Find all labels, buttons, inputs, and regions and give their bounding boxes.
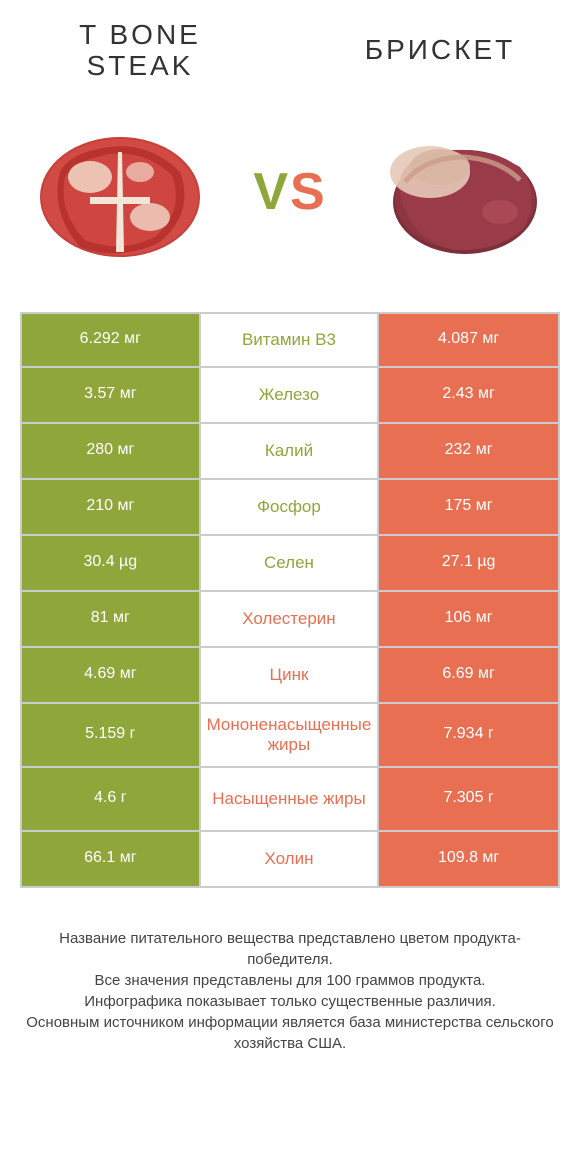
left-value: 280 мг [22, 424, 201, 478]
title-right: БРИСКЕТ [340, 35, 540, 66]
brisket-image [370, 112, 550, 272]
vs-label: VS [253, 162, 326, 222]
nutrient-label: Селен [201, 536, 380, 590]
title-left: T BONE STEAK [40, 20, 240, 82]
table-row: 280 мгКалий232 мг [22, 424, 558, 480]
nutrient-label: Железо [201, 368, 380, 422]
nutrient-label: Калий [201, 424, 380, 478]
right-value: 6.69 мг [379, 648, 558, 702]
tbone-image [30, 112, 210, 272]
table-row: 81 мгХолестерин106 мг [22, 592, 558, 648]
footer-line-2: Все значения представлены для 100 граммо… [20, 970, 560, 991]
left-value: 81 мг [22, 592, 201, 646]
images-row: VS [0, 92, 580, 312]
nutrient-label: Витамин B3 [201, 314, 380, 366]
vs-s: S [290, 163, 327, 221]
footer: Название питательного вещества представл… [0, 888, 580, 1074]
right-value: 109.8 мг [379, 832, 558, 886]
left-value: 30.4 µg [22, 536, 201, 590]
nutrient-label: Насыщенные жиры [201, 768, 380, 830]
table-row: 6.292 мгВитамин B34.087 мг [22, 312, 558, 368]
nutrient-label: Холин [201, 832, 380, 886]
comparison-table: 6.292 мгВитамин B34.087 мг3.57 мгЖелезо2… [20, 312, 560, 888]
vs-v: V [253, 163, 290, 221]
table-row: 30.4 µgСелен27.1 µg [22, 536, 558, 592]
left-value: 4.69 мг [22, 648, 201, 702]
header: T BONE STEAK БРИСКЕТ [0, 0, 580, 92]
nutrient-label: Холестерин [201, 592, 380, 646]
right-value: 7.305 г [379, 768, 558, 830]
table-row: 66.1 мгХолин109.8 мг [22, 832, 558, 888]
right-value: 7.934 г [379, 704, 558, 766]
table-row: 4.6 гНасыщенные жиры7.305 г [22, 768, 558, 832]
nutrient-label: Мононенасыщенные жиры [201, 704, 380, 766]
nutrient-label: Цинк [201, 648, 380, 702]
right-value: 106 мг [379, 592, 558, 646]
left-value: 5.159 г [22, 704, 201, 766]
table-row: 4.69 мгЦинк6.69 мг [22, 648, 558, 704]
left-value: 66.1 мг [22, 832, 201, 886]
right-value: 175 мг [379, 480, 558, 534]
footer-line-4: Основным источником информации является … [20, 1012, 560, 1054]
left-value: 210 мг [22, 480, 201, 534]
table-row: 5.159 гМононенасыщенные жиры7.934 г [22, 704, 558, 768]
right-value: 232 мг [379, 424, 558, 478]
footer-line-3: Инфографика показывает только существенн… [20, 991, 560, 1012]
left-value: 6.292 мг [22, 314, 201, 366]
right-value: 27.1 µg [379, 536, 558, 590]
table-row: 210 мгФосфор175 мг [22, 480, 558, 536]
left-value: 3.57 мг [22, 368, 201, 422]
right-value: 4.087 мг [379, 314, 558, 366]
left-value: 4.6 г [22, 768, 201, 830]
footer-line-1: Название питательного вещества представл… [20, 928, 560, 970]
table-row: 3.57 мгЖелезо2.43 мг [22, 368, 558, 424]
right-value: 2.43 мг [379, 368, 558, 422]
nutrient-label: Фосфор [201, 480, 380, 534]
